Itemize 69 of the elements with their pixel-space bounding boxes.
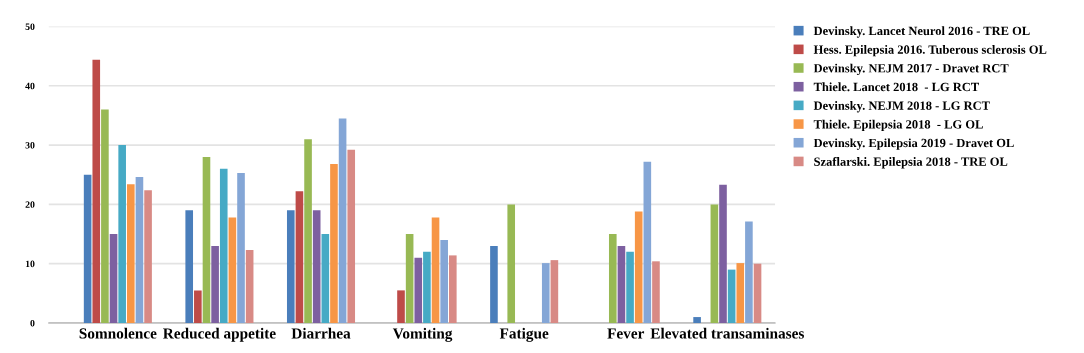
bar	[397, 290, 405, 323]
bar	[304, 139, 312, 323]
bar	[194, 290, 202, 323]
bar	[405, 234, 414, 323]
bar	[449, 255, 457, 323]
bar	[440, 239, 448, 323]
bar	[643, 161, 652, 323]
bar	[727, 269, 736, 323]
bar	[92, 59, 101, 323]
bar	[634, 211, 643, 323]
bar	[431, 217, 440, 323]
bar	[710, 204, 719, 323]
legend-label: Devinsky. NEJM 2018 - LG RCT	[813, 101, 990, 113]
bar	[652, 261, 660, 323]
x-tick-label: Somnolence	[79, 327, 157, 339]
x-tick-label: Vomiting	[392, 327, 453, 342]
bar	[745, 221, 753, 323]
bar	[135, 177, 144, 323]
bar	[286, 210, 295, 323]
x-tick-label: Reduced appetite	[163, 327, 276, 342]
bar	[245, 250, 254, 323]
y-tick-label: 30	[25, 141, 35, 149]
bar	[626, 251, 634, 323]
bar	[295, 191, 304, 323]
bar	[608, 234, 617, 323]
bar	[423, 251, 431, 323]
x-tick-label: Diarrhea	[291, 327, 351, 339]
bar	[330, 164, 338, 323]
bar	[736, 263, 745, 323]
bar	[719, 184, 727, 323]
bar	[550, 260, 559, 323]
y-tick-label: 40	[25, 82, 35, 90]
bar	[338, 118, 347, 323]
bar	[126, 184, 135, 323]
legend-label: Devinsky. Lancet Neurol 2016 - TRE OL	[813, 26, 1030, 38]
bar	[144, 190, 152, 323]
y-tick-label: 0	[30, 319, 35, 327]
x-tick-label: Elevated transaminases	[650, 327, 804, 339]
bar	[101, 109, 109, 323]
bar	[228, 217, 237, 323]
bar	[507, 204, 516, 323]
legend-label: Thiele. Lancet 2018 - LG RCT	[813, 82, 979, 92]
bar	[617, 245, 626, 323]
bar	[185, 210, 194, 323]
bar	[118, 145, 126, 323]
y-tick-label: 10	[25, 260, 35, 268]
bar	[753, 263, 762, 323]
bar	[312, 210, 321, 323]
bar	[211, 245, 219, 323]
x-tick-label: Fatigue	[499, 327, 549, 342]
bar	[321, 234, 330, 323]
bar	[414, 257, 423, 323]
bar	[541, 263, 550, 323]
bar	[693, 317, 701, 323]
bar	[490, 245, 498, 323]
legend-label: Thiele. Epilepsia 2018 - LG OL	[813, 119, 983, 132]
bar	[109, 234, 118, 323]
bar	[83, 174, 92, 323]
legend-label: Szaflarski. Epilepsia 2018 - TRE OL	[814, 156, 1008, 169]
bar	[219, 168, 228, 323]
legend-label: Devinsky. Epilepsia 2019 - Dravet OL	[813, 138, 1014, 150]
legend-label: Devinsky. NEJM 2017 - Dravet RCT	[813, 63, 1009, 76]
bar	[202, 156, 211, 323]
y-tick-label: 20	[25, 201, 35, 208]
bar	[237, 172, 245, 323]
y-tick-label: 50	[25, 23, 35, 30]
bar	[347, 149, 356, 323]
x-tick-label: Fever	[607, 328, 645, 339]
legend-label: Hess. Epilepsia 2016. Tuberous sclerosis OL	[813, 45, 1047, 57]
